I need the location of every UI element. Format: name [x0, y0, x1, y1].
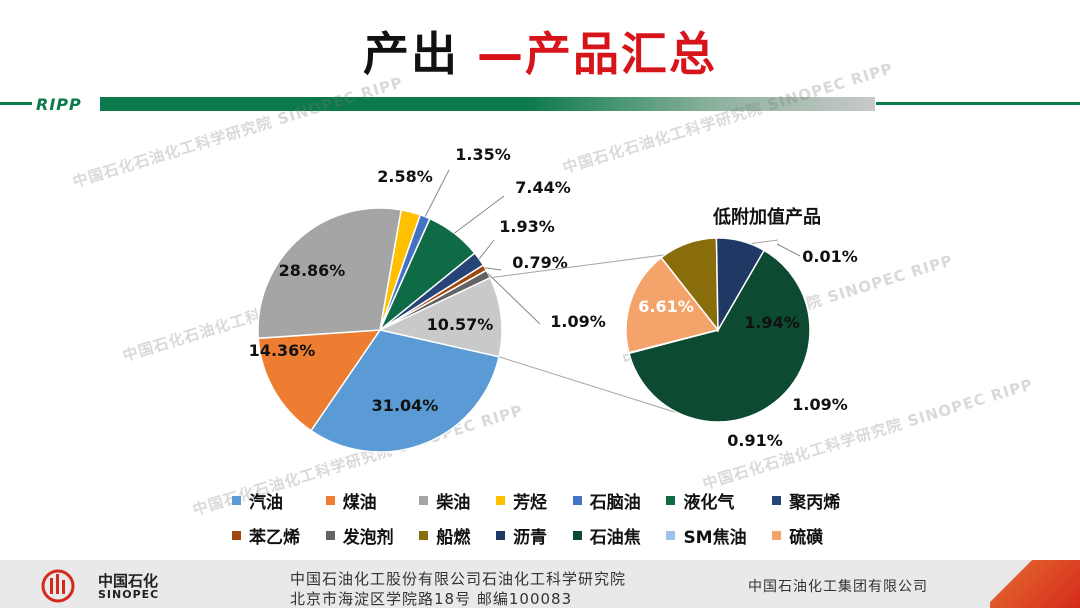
data-label: 10.57% — [427, 315, 494, 334]
slide-title: 产出 —产品汇总 — [0, 18, 1080, 84]
data-label: 6.61% — [638, 297, 694, 316]
chart-title: 低附加值产品 — [712, 206, 821, 228]
connector-line — [498, 356, 701, 421]
pie-slice — [628, 249, 811, 423]
legend-swatch — [419, 531, 429, 540]
data-label: 2.58% — [377, 167, 433, 186]
legend-item: 发泡剂 — [325, 523, 406, 548]
legend-swatch — [772, 531, 782, 540]
footer-red-corner — [990, 560, 1080, 608]
data-label: 7.44% — [515, 178, 571, 197]
header-gradient-band — [100, 97, 875, 111]
legend-label: 聚丙烯 — [789, 493, 841, 513]
legend-swatch — [666, 496, 676, 505]
legend-swatch — [572, 531, 582, 540]
footer-org: 中国石油化工股份有限公司石油化工科学研究院 — [290, 570, 627, 588]
legend-label: 汽油 — [249, 493, 283, 513]
legend-label: 石脑油 — [589, 493, 641, 513]
legend-swatch — [666, 531, 676, 540]
data-label: 1.35% — [455, 145, 511, 164]
data-label: 0.91% — [727, 431, 783, 450]
leader-line — [488, 273, 541, 325]
pie-slice — [377, 276, 503, 358]
header-line-right — [876, 102, 1080, 105]
legend-item: 沥青 — [496, 523, 559, 548]
title-accent: —产品汇总 — [477, 27, 717, 81]
legend-label: 柴油 — [436, 493, 471, 513]
data-label: 1.94% — [744, 313, 800, 332]
legend-label: 发泡剂 — [342, 528, 394, 548]
pie-slice — [257, 329, 382, 432]
legend-label: 煤油 — [342, 493, 377, 513]
legend-swatch — [496, 531, 506, 540]
data-label: 0.79% — [512, 253, 568, 272]
legend-label: 苯乙烯 — [249, 528, 300, 548]
legend-swatch — [496, 496, 506, 505]
legend-item: 汽油 — [232, 488, 312, 513]
legend-swatch — [419, 496, 429, 505]
legend-swatch — [325, 496, 335, 505]
company-name-cn: 中国石化 — [98, 572, 159, 590]
footer: 中国石化 SINOPEC 中国石油化工股份有限公司石油化工科学研究院 北京市海淀… — [0, 560, 1080, 608]
legend-item: 芳烃 — [496, 488, 559, 513]
company-name-en: SINOPEC — [98, 588, 160, 601]
header-band: RIPP — [0, 95, 1080, 115]
legend-item: 船燃 — [419, 523, 482, 548]
legend-item: 石油焦 — [572, 523, 653, 548]
header-line-left — [0, 102, 32, 105]
data-label: 28.86% — [279, 261, 346, 280]
legend-item: 聚丙烯 — [772, 488, 852, 513]
legend-item: 硫磺 — [772, 523, 852, 548]
pie-slice — [625, 256, 720, 354]
legend-label: 硫磺 — [789, 528, 824, 548]
legend-item: 液化气 — [666, 488, 758, 513]
title-main: 产出 — [362, 27, 459, 81]
legend-item: 柴油 — [419, 488, 482, 513]
data-label: 1.93% — [499, 217, 555, 236]
pie-slice — [257, 207, 403, 340]
legend-item: 苯乙烯 — [232, 523, 312, 548]
data-label: 1.09% — [550, 312, 606, 331]
legend-swatch — [232, 531, 241, 540]
legend-item: 煤油 — [325, 488, 406, 513]
leader-line — [454, 195, 505, 234]
leader-line — [484, 267, 502, 271]
legend-label: 船燃 — [436, 528, 471, 548]
pie-slice — [715, 237, 766, 333]
leader-line — [424, 169, 450, 217]
data-label: 14.36% — [249, 341, 316, 360]
data-label: 1.09% — [792, 395, 848, 414]
legend-label: 石油焦 — [589, 528, 641, 548]
legend-item: SM焦油 — [666, 523, 758, 548]
data-label: 0.01% — [802, 247, 858, 266]
data-label: 31.04% — [372, 396, 439, 415]
legend-label: 液化气 — [683, 493, 735, 513]
legend-label: SM焦油 — [683, 528, 747, 548]
legend-label: 沥青 — [513, 528, 548, 548]
leader-line — [776, 243, 801, 257]
legend: 汽油 煤油 柴油 芳烃 石脑油 液化气 聚丙烯苯乙烯 发泡剂 船燃 沥青 石油焦 SM焦油 硫磺 — [232, 488, 852, 548]
legend-swatch — [325, 531, 335, 540]
legend-label: 芳烃 — [513, 493, 548, 513]
legend-swatch — [772, 496, 782, 505]
leader-line — [478, 239, 495, 260]
ripp-logo: RIPP — [36, 95, 82, 114]
legend-swatch — [572, 496, 582, 505]
footer-address: 北京市海淀区学院路18号 邮编100083 — [290, 590, 573, 608]
pie-slice — [309, 329, 500, 453]
footer-group: 中国石油化工集团有限公司 — [748, 579, 928, 595]
sinopec-logo-icon — [40, 568, 84, 604]
legend-item: 石脑油 — [572, 488, 653, 513]
legend-swatch — [232, 496, 241, 505]
